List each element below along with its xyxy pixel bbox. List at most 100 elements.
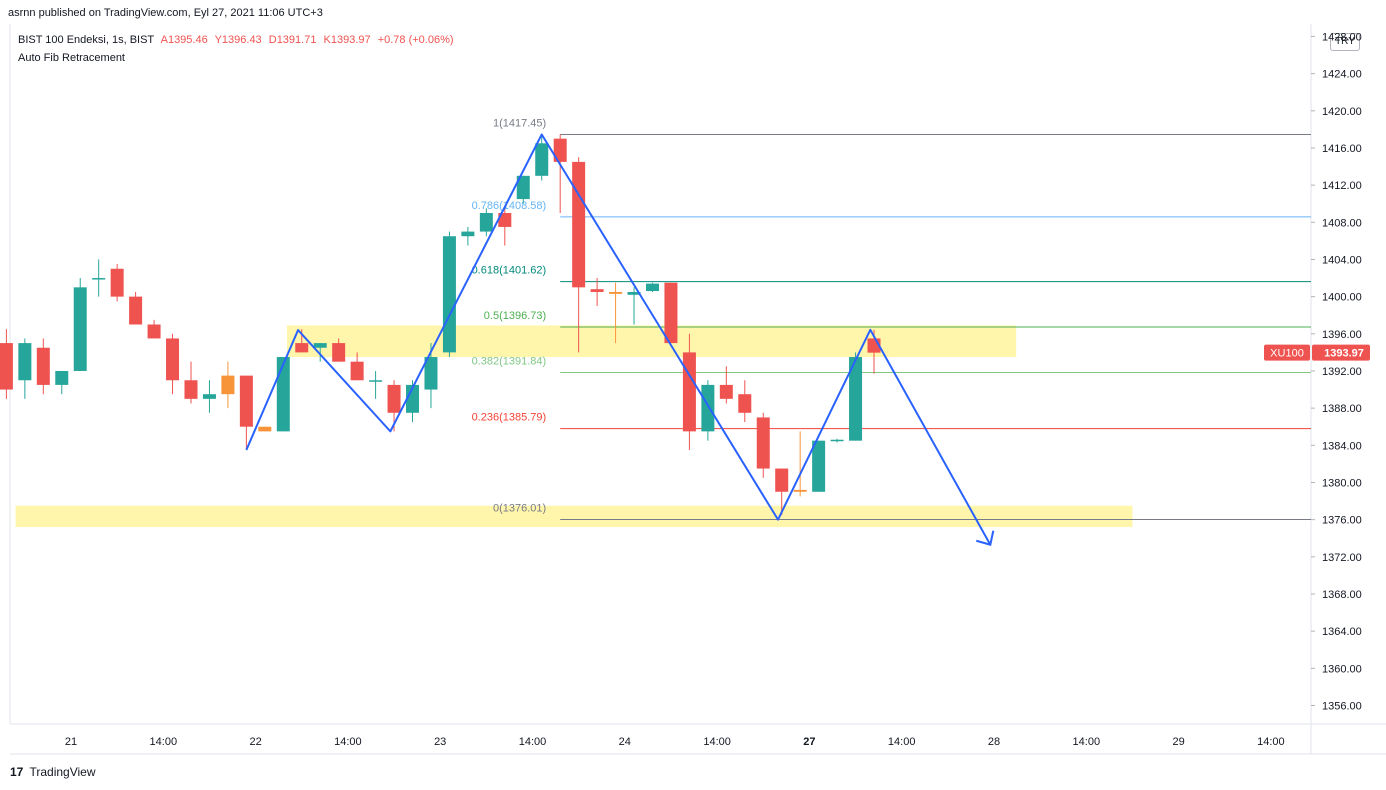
candle-body <box>812 440 826 492</box>
fib-label-4: 0.382(1391.84) <box>472 355 547 367</box>
candle-body <box>572 161 586 288</box>
candle-body <box>738 394 752 413</box>
price-tick-label: 1400.00 <box>1322 292 1362 304</box>
fib-label-6: 0(1376.01) <box>493 503 546 515</box>
candle-body <box>313 343 327 348</box>
price-tick-label: 1420.00 <box>1322 106 1362 118</box>
price-tick-label: 1368.00 <box>1322 589 1362 601</box>
highlight-zone-1 <box>15 505 1133 528</box>
time-tick-label: 14:00 <box>519 736 547 748</box>
price-tick-label: 1384.00 <box>1322 440 1362 452</box>
candle-body <box>775 468 789 492</box>
footer-brand[interactable]: 17 TradingView <box>10 765 96 779</box>
high-value: Y1396.43 <box>214 34 262 46</box>
candle-body <box>830 439 844 442</box>
candle-body <box>479 212 493 232</box>
candle-body <box>166 338 180 381</box>
price-tick-label: 1380.00 <box>1322 477 1362 489</box>
zigzag-projection <box>245 133 992 546</box>
time-tick-label: 22 <box>249 736 261 748</box>
close-value: K1393.97 <box>323 34 371 46</box>
candle-body <box>664 282 678 344</box>
open-value: A1395.46 <box>160 34 208 46</box>
time-tick-label: 14:00 <box>888 736 916 748</box>
candle-body <box>332 343 346 362</box>
indicator-label[interactable]: Auto Fib Retracement <box>18 52 125 64</box>
candle-body <box>756 417 770 469</box>
time-tick-label: 14:00 <box>703 736 731 748</box>
time-tick-label: 24 <box>619 736 631 748</box>
candle-body <box>276 357 290 432</box>
candle-body <box>793 489 807 492</box>
time-tick-label: 29 <box>1172 736 1184 748</box>
price-tick-label: 1408.00 <box>1322 217 1362 229</box>
candle-body <box>701 384 715 432</box>
price-tick-label: 1388.00 <box>1322 403 1362 415</box>
candle-body <box>350 361 364 381</box>
candle-body <box>55 370 69 385</box>
candle-body <box>73 287 87 371</box>
last-price-tag-text: 1393.97 <box>1324 348 1364 360</box>
fib-label-5: 0.236(1385.79) <box>472 412 547 424</box>
brand-name: TradingView <box>29 765 96 779</box>
candle-body <box>682 352 696 432</box>
candle-body <box>516 175 530 200</box>
candle-body <box>129 296 143 325</box>
candle-body <box>609 291 623 294</box>
price-tick-label: 1412.00 <box>1322 180 1362 192</box>
time-tick-label: 21 <box>65 736 77 748</box>
arrow-head-icon <box>976 530 995 546</box>
time-tick-label: 14:00 <box>1073 736 1101 748</box>
last-price-tag <box>1312 344 1370 361</box>
candle-body <box>258 426 272 432</box>
time-tick-label: 27 <box>803 736 815 748</box>
candle-body <box>184 380 198 399</box>
candle-body <box>645 283 659 292</box>
time-tick-label: 14:00 <box>1257 736 1285 748</box>
price-tick-label: 1416.00 <box>1322 143 1362 155</box>
candle-body <box>239 375 253 427</box>
candle-body <box>147 324 161 339</box>
change-value: +0.78 (+0.06%) <box>377 34 454 46</box>
symbol-price-tag <box>1264 344 1310 361</box>
price-tick-label: 1392.00 <box>1322 366 1362 378</box>
price-tick-label: 1356.00 <box>1322 701 1362 713</box>
currency-button[interactable]: TRY <box>1330 33 1360 51</box>
candle-body <box>553 138 567 162</box>
candle-body <box>849 357 863 441</box>
published-caption: asrnn published on TradingView.com, Eyl … <box>8 7 323 19</box>
candle-body <box>535 143 549 176</box>
time-tick-label: 14:00 <box>150 736 178 748</box>
price-tick-label: 1372.00 <box>1322 552 1362 564</box>
candle-body <box>110 268 124 297</box>
candle-body <box>406 384 420 413</box>
candle-body <box>202 394 216 399</box>
candle-body <box>719 384 733 399</box>
symbol-price-tag-text: XU100 <box>1270 348 1304 360</box>
candle-body <box>461 231 475 237</box>
candle-body <box>498 212 512 227</box>
price-tick-label: 1396.00 <box>1322 329 1362 341</box>
candle-body <box>627 291 641 295</box>
ohlc-legend: BIST 100 Endeksi, 1s, BIST A1395.46 Y139… <box>18 34 458 46</box>
highlight-zone-0 <box>286 325 1017 358</box>
candle-body <box>92 278 106 280</box>
time-tick-label: 14:00 <box>334 736 362 748</box>
price-tick-label: 1404.00 <box>1322 254 1362 266</box>
price-tick-label: 1360.00 <box>1322 663 1362 675</box>
time-tick-label: 28 <box>988 736 1000 748</box>
price-tick-label: 1424.00 <box>1322 69 1362 81</box>
time-tick-label: 23 <box>434 736 446 748</box>
candle-body <box>442 236 456 353</box>
price-tick-label: 1428.00 <box>1322 31 1362 43</box>
candle-body <box>18 343 32 381</box>
fib-label-0: 1(1417.45) <box>493 117 546 129</box>
fib-label-2: 0.618(1401.62) <box>472 265 547 277</box>
price-tick-label: 1376.00 <box>1322 515 1362 527</box>
candle-body <box>295 343 309 353</box>
candle-body <box>369 380 383 382</box>
candle-body <box>387 384 401 413</box>
symbol-label[interactable]: BIST 100 Endeksi, 1s, BIST <box>18 34 155 46</box>
candle-body <box>424 357 438 390</box>
